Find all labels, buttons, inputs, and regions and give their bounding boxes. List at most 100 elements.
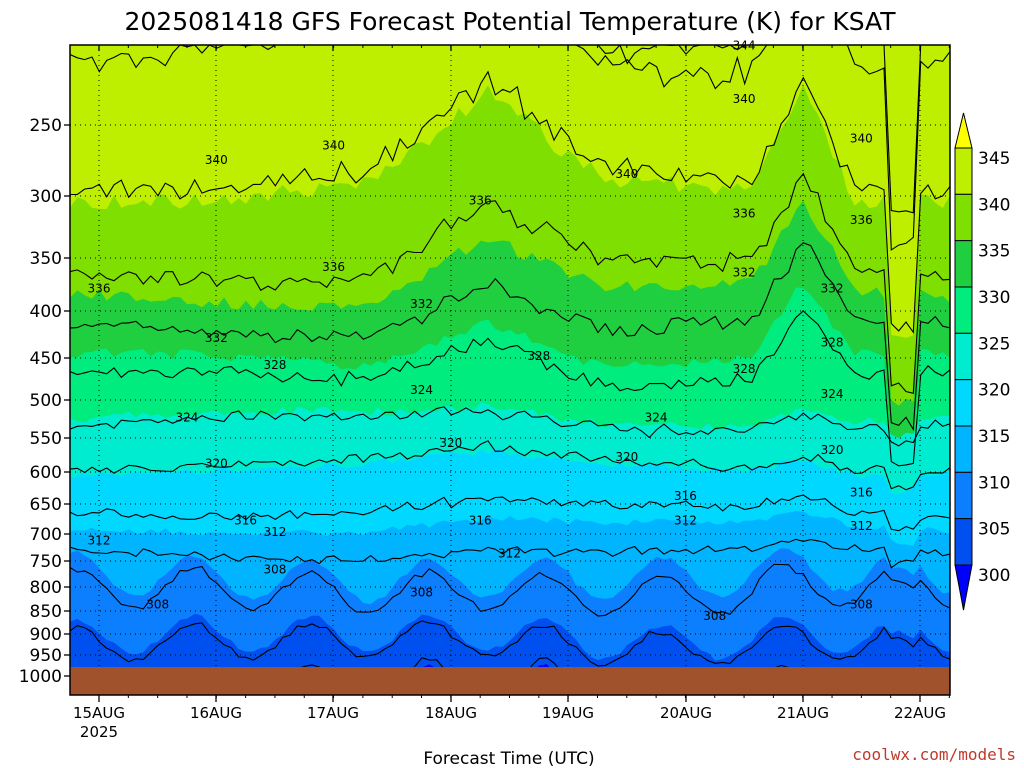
contour-label-text: 316 [674,489,697,503]
x-tick-label: 17AUG [307,704,359,722]
contour-label-text: 340 [615,167,638,181]
colorbar-segment [954,147,973,195]
contour-label-text: 316 [850,486,873,500]
y-tick-label: 450 [30,349,62,369]
contour-label-text: 336 [733,207,756,221]
colorbar-label: 300 [978,566,1010,586]
y-tick-label: 250 [30,116,62,136]
y-tick-label: 400 [30,302,62,322]
contour-label: 308 [703,609,726,623]
contour-328 [70,310,950,467]
contour-label-text: 340 [733,92,756,106]
contour-320 [70,440,950,491]
contour-label-text: 336 [88,282,111,296]
colorbar: 345 340 335 330 325 320 315 310 305 300 [954,112,1010,611]
grid-lines [70,45,950,695]
contour-label: 308 [263,563,286,577]
contour-label: 332 [410,297,433,311]
contour-label: 312 [674,513,697,527]
contour-label-text: 340 [322,139,345,153]
colorbar-top-arrow [954,112,973,149]
contour-label: 316 [234,513,257,527]
contour-label-text: 320 [205,456,228,470]
contour-label: 324 [410,383,433,397]
contour-336 [70,172,950,394]
contour-label-text: 316 [234,513,257,527]
contour-308 [70,563,950,617]
contour-label-text: 340 [850,131,873,145]
contour-label: 320 [821,443,844,457]
contour-label-text: 308 [850,597,873,611]
contour-label-text: 320 [821,443,844,457]
colorbar-label: 305 [978,520,1010,540]
contour-label-text: 308 [146,597,169,611]
x-axis-year: 2025 [80,723,118,741]
contour-label: 312 [850,519,873,533]
contour-label-text: 336 [322,260,345,274]
colorbar-segment [954,379,973,427]
colorbar-segment [954,286,973,334]
contour-label: 316 [469,513,492,527]
contour-label: 336 [469,194,492,208]
y-tick-label: 500 [30,391,62,411]
colorbar-segment [954,240,973,288]
contour-label: 312 [498,547,521,561]
colorbar-segment [954,518,973,566]
contour-label-text: 336 [850,213,873,227]
contour-label: 324 [176,410,199,424]
colorbar-label: 345 [978,149,1010,169]
colorbar-segment [954,425,973,473]
contour-304 [70,620,950,667]
contour-label: 340 [322,139,345,153]
contour-label-text: 312 [674,513,697,527]
contour-label: 312 [88,533,111,547]
contour-label: 340 [850,131,873,145]
colorbar-label: 315 [978,427,1010,447]
contour-label: 324 [821,387,844,401]
contour-label: 332 [205,331,228,345]
y-tick-label: 900 [30,625,62,645]
contour-label: 328 [263,358,286,372]
colorbar-segment [954,471,973,520]
y-tick-label: 850 [30,602,62,622]
contour-label-text: 332 [205,331,228,345]
colorbar-segment [954,193,973,242]
y-tick-label: 550 [30,429,62,449]
colorbar-label: 320 [978,381,1010,401]
y-tick-label: 650 [30,495,62,515]
contour-label-text: 308 [263,563,286,577]
temperature-bands [70,45,950,695]
contour-label-text: 324 [410,383,433,397]
contour-label-text: 312 [850,519,873,533]
contour-label-text: 312 [498,547,521,561]
contour-label: 308 [850,597,873,611]
x-tick-label: 15AUG [73,704,125,722]
contour-label: 332 [821,282,844,296]
contour-label-text: 328 [527,349,550,363]
y-tick-label: 950 [30,646,62,666]
y-axis: 250 300 350 400 450 500 550 600 650 700 750 800 850 9… [19,116,70,687]
contour-label: 328 [821,335,844,349]
contour-label: 336 [88,282,111,296]
contour-label: 320 [205,456,228,470]
contour-332 [70,242,950,432]
y-tick-label: 350 [30,249,62,269]
chart-title: 2025081418 GFS Forecast Potential Temper… [125,7,897,36]
x-tick-label: 22AUG [894,704,946,722]
contour-label-text: 312 [263,525,286,539]
contour-label-text: 324 [821,387,844,401]
x-tick-label: 19AUG [542,704,594,722]
x-tick-label: 20AUG [660,704,712,722]
contour-324 [70,406,950,447]
contour-label: 336 [850,213,873,227]
colorbar-segment [954,332,973,381]
contour-344 [70,45,950,251]
contour-label: 328 [527,349,550,363]
contour-label-text: 328 [821,335,844,349]
contour-label: 340 [733,92,756,106]
contour-label-text: 320 [439,436,462,450]
contour-label: 308 [146,597,169,611]
credit-text: coolwx.com/models [852,745,1016,764]
